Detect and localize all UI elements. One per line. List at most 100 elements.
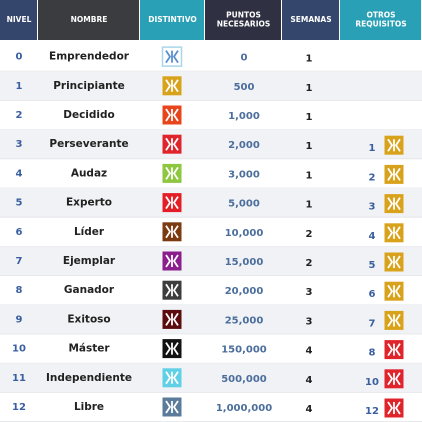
points: 0	[241, 53, 248, 64]
header-cell	[0, 0, 37, 40]
header-cell	[205, 0, 281, 40]
req-badge-icon	[387, 372, 401, 386]
badge-icon	[165, 283, 179, 297]
header-text: NOMBRE	[71, 15, 108, 24]
req-badge-icon	[387, 167, 401, 181]
header-text: SEMANAS	[290, 15, 331, 24]
req-number: 4	[369, 231, 376, 242]
points: 25,000	[225, 315, 264, 326]
level: 10	[12, 344, 26, 355]
row-stripe	[0, 129, 422, 159]
row-stripe	[0, 188, 422, 218]
name: Principiante	[53, 80, 125, 92]
points: 5,000	[228, 199, 260, 210]
name: Libre	[74, 401, 104, 413]
req-badge-icon	[387, 284, 401, 298]
level: 0	[16, 52, 23, 63]
req-number: 2	[369, 172, 376, 183]
name: Independiente	[46, 372, 132, 384]
header-cell	[340, 0, 421, 40]
weeks: 2	[306, 229, 313, 240]
name: Líder	[74, 226, 105, 238]
req-number: 3	[369, 202, 376, 213]
row-stripe	[0, 246, 422, 276]
name: Experto	[66, 197, 112, 209]
name: Audaz	[71, 167, 107, 179]
header-cell	[38, 0, 139, 40]
level: 1	[16, 81, 23, 92]
badge-icon	[165, 400, 179, 414]
row-stripe	[0, 363, 422, 393]
row-stripe	[0, 304, 422, 334]
points: 2,000	[228, 140, 260, 151]
header-cell	[140, 0, 204, 40]
level: 3	[16, 139, 23, 150]
weeks: 3	[306, 316, 313, 327]
row-stripe	[0, 71, 422, 101]
header-cell	[282, 0, 339, 40]
level: 6	[16, 227, 23, 238]
points: 10,000	[225, 228, 264, 239]
points: 1,000	[228, 111, 260, 122]
name: Exitoso	[67, 313, 110, 325]
name: Máster	[68, 343, 110, 355]
weeks: 1	[306, 170, 313, 181]
weeks: 1	[306, 200, 313, 211]
name: Emprendedor	[49, 51, 130, 63]
req-number: 6	[369, 289, 376, 300]
points: 500,000	[221, 374, 267, 385]
weeks: 1	[306, 141, 313, 152]
req-badge-icon	[387, 255, 401, 269]
req-number: 5	[369, 260, 376, 271]
badge-icon	[165, 50, 179, 64]
header-text: NECESARIOS	[217, 20, 271, 29]
weeks: 1	[306, 83, 313, 94]
badge-icon	[165, 254, 179, 268]
badge-icon	[165, 342, 179, 356]
req-badge-icon	[387, 401, 401, 415]
name: Ejemplar	[63, 255, 116, 267]
header-text: REQUISITOS	[355, 20, 406, 29]
header-text: NIVEL	[7, 15, 32, 24]
points: 3,000	[228, 169, 260, 180]
name: Perseverante	[49, 138, 128, 150]
level: 9	[16, 314, 23, 325]
req-badge-icon	[387, 226, 401, 240]
name: Ganador	[64, 284, 115, 296]
weeks: 4	[306, 346, 313, 357]
level: 2	[16, 110, 23, 121]
weeks: 1	[306, 54, 313, 65]
badge-icon	[165, 108, 179, 122]
weeks: 2	[306, 258, 313, 269]
level: 11	[12, 373, 26, 384]
badge-icon	[165, 196, 179, 210]
req-number: 10	[365, 377, 379, 388]
level: 12	[12, 402, 26, 413]
badge-icon	[165, 225, 179, 239]
level: 7	[16, 256, 23, 267]
badge-icon	[165, 166, 179, 180]
level: 4	[16, 168, 23, 179]
points: 500	[234, 82, 255, 93]
badge-icon	[165, 312, 179, 326]
badge-icon	[165, 79, 179, 93]
req-number: 7	[369, 318, 376, 329]
weeks: 4	[306, 375, 313, 386]
name: Decidido	[63, 109, 115, 121]
req-badge-icon	[387, 197, 401, 211]
badge-icon	[165, 137, 179, 151]
req-number: 1	[369, 143, 376, 154]
level: 5	[16, 198, 23, 209]
req-number: 12	[365, 406, 379, 417]
req-badge-icon	[387, 138, 401, 152]
header-text: OTROS	[366, 11, 395, 20]
points: 1,000,000	[216, 403, 272, 414]
level: 8	[16, 285, 23, 296]
weeks: 3	[306, 287, 313, 298]
req-badge-icon	[387, 313, 401, 327]
badge-icon	[165, 371, 179, 385]
header-text: DISTINTIVO	[148, 15, 197, 24]
weeks: 4	[306, 404, 313, 415]
points: 20,000	[225, 286, 264, 297]
